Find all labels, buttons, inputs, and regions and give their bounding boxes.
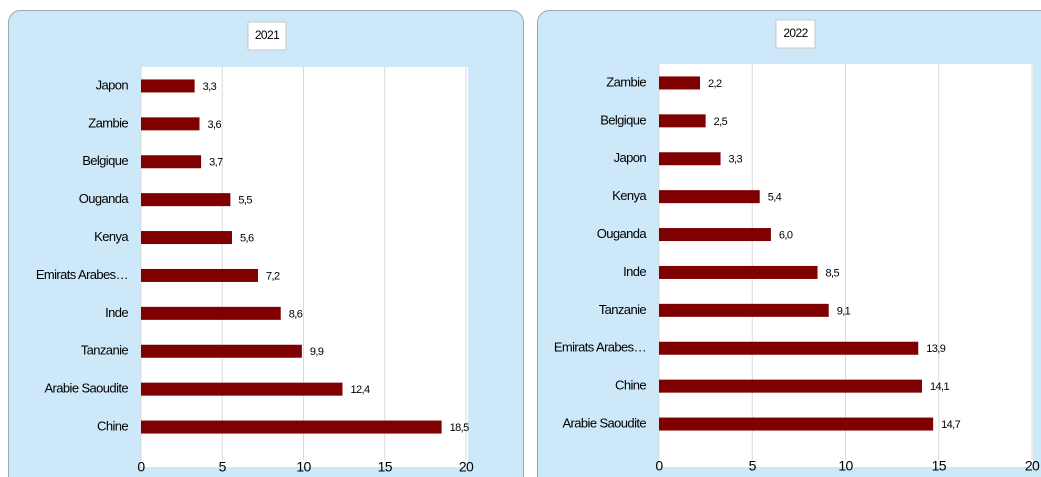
title-box [247,21,287,51]
y-tick-label: Kenya [612,188,647,203]
y-tick-label: Belgique [600,112,646,127]
bar [141,193,231,207]
bar [141,420,442,434]
y-tick-label: Ouganda [79,191,130,206]
y-tick-label: Arabie Saoudite [562,415,646,430]
y-tick-label: Tanzanie [81,343,129,358]
bar [659,379,922,393]
x-tick-label: 5 [749,458,757,474]
chart-title: 2021 [255,28,280,42]
y-tick-label: Emirats Arabes… [36,267,128,282]
y-tick-label: Inde [623,264,646,279]
bar [141,79,195,93]
bar [141,306,281,320]
value-label: 5,5 [238,195,252,207]
chart-title: 2022 [783,26,808,40]
bar [141,268,258,282]
x-tick-label: 15 [932,458,947,474]
x-tick-label: 20 [1025,458,1040,474]
value-label: 14,7 [941,419,960,431]
value-label: 14,1 [930,381,949,393]
y-tick-label: Japon [614,150,647,165]
value-label: 7,2 [266,270,280,282]
bar [659,265,818,279]
bar [141,117,200,131]
value-label: 6,0 [779,229,793,241]
y-tick-label: Emirats Arabes… [554,340,646,355]
value-label: 3,3 [729,154,743,166]
value-label: 8,5 [826,267,840,279]
value-label: 2,2 [708,78,722,90]
x-tick-label: 10 [838,458,853,474]
bar [659,417,934,431]
value-label: 2,5 [714,116,728,128]
y-tick-label: Japon [96,77,129,92]
x-tick-label: 0 [137,459,145,475]
value-label: 12,4 [351,384,370,396]
bar [659,114,706,128]
value-label: 3,6 [208,119,222,131]
y-tick-label: Inde [105,305,128,320]
x-tick-label: 15 [378,459,393,475]
bar [141,344,302,358]
title-box [775,19,816,49]
bar [659,190,760,204]
plot-area [141,67,468,467]
value-label: 3,3 [203,81,217,93]
y-tick-label: Zambie [606,74,646,89]
y-tick-label: Chine [97,418,128,433]
y-tick-label: Zambie [88,115,128,130]
y-tick-label: Belgique [82,153,128,168]
y-tick-label: Chine [615,378,646,393]
x-tick-label: 10 [296,459,311,475]
bar [141,155,202,169]
bar [141,231,232,245]
bar [659,341,919,355]
x-tick-label: 20 [459,459,474,475]
value-label: 3,7 [209,157,223,169]
x-tick-label: 5 [219,459,227,475]
value-label: 8,6 [289,308,303,320]
value-label: 9,9 [310,346,324,358]
bar [659,152,721,166]
y-tick-label: Ouganda [597,226,648,241]
bar [659,76,701,90]
value-label: 9,1 [837,305,851,317]
y-tick-label: Arabie Saoudite [44,381,128,396]
y-tick-label: Kenya [94,229,129,244]
value-label: 18,5 [450,422,469,434]
value-label: 5,6 [240,232,254,244]
bar [659,303,829,317]
value-label: 5,4 [768,192,782,204]
x-tick-label: 0 [655,458,663,474]
bar [141,382,343,396]
bar [659,228,771,242]
value-label: 13,9 [926,343,945,355]
y-tick-label: Tanzanie [599,302,647,317]
